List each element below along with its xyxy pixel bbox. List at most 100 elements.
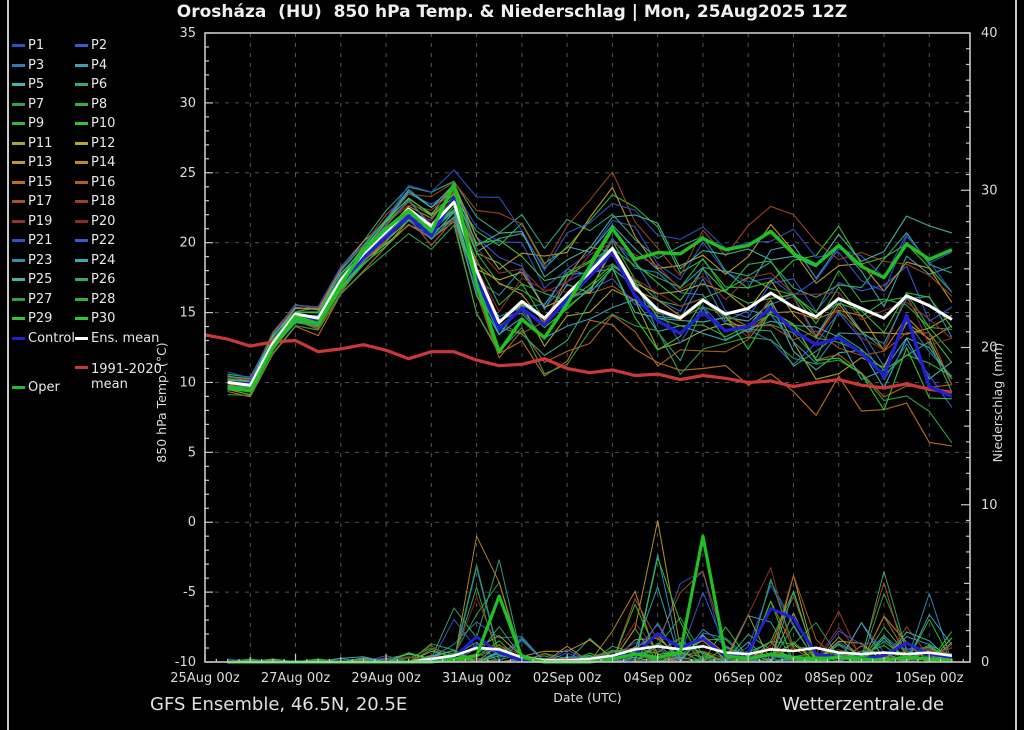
legend-member-label: P27 [28, 291, 53, 307]
legend-item-p7: P7 [12, 95, 75, 115]
legend-member-label: P2 [91, 38, 108, 53]
member-line-swatch [75, 258, 88, 262]
member-line-swatch [12, 83, 25, 86]
legend-item-p4: P4 [75, 56, 165, 76]
legend-item-p29: P29 [12, 309, 75, 329]
member-line-swatch [75, 317, 88, 320]
y-left-tick-label: 35 [179, 26, 196, 41]
legend-item-p3: P3 [12, 56, 75, 76]
member-line-swatch [75, 239, 88, 242]
member-line-swatch [75, 63, 88, 67]
legend-item-control-swatch [12, 336, 25, 340]
legend-member-label: P8 [91, 96, 108, 112]
legend-item-p8: P8 [75, 95, 165, 115]
member-temp-line [227, 194, 953, 384]
legend-item-p1: P1 [12, 36, 75, 56]
y-left-tick-label: -5 [183, 585, 196, 600]
y-left-tick-label: 15 [179, 306, 196, 321]
legend-member-label: P5 [28, 77, 45, 92]
legend-member-label: P18 [91, 194, 116, 209]
y-left-tick-label: 25 [179, 166, 196, 181]
legend-item-p14: P14 [75, 153, 165, 173]
x-tick-label: 25Aug 00z [170, 671, 240, 686]
legend-member-label: P13 [28, 155, 53, 170]
legend-item-p5: P5 [12, 75, 75, 95]
y-left-tick-label: 5 [188, 445, 196, 460]
member-line-swatch [12, 219, 25, 223]
right-frame-line [1015, 0, 1017, 730]
member-temp-line [227, 211, 953, 391]
legend-item-ens-mean-swatch [75, 336, 88, 340]
x-tick-label: 08Sep 00z [804, 671, 873, 686]
y-left-tick-label: 10 [179, 375, 196, 390]
legend-member-label: P24 [91, 252, 116, 268]
member-temp-line [227, 189, 953, 383]
member-line-swatch [75, 83, 88, 86]
legend-clim-label-line1: 1991-2020 [91, 362, 162, 377]
legend-member-label: P15 [28, 174, 53, 190]
legend-item-p2: P2 [75, 36, 165, 56]
legend-item-ens-mean: Ens. mean [75, 329, 165, 349]
legend: P1 P2 P3 P4 P5 P6 P7 P8 P9 P10 P11 P12 P13 P14 P15 P16 P… [12, 36, 165, 395]
member-line-swatch [75, 278, 88, 281]
y-right-tick-label: 0 [981, 655, 989, 670]
oper-precip-line [227, 534, 953, 664]
y-right-tick-label: 20 [981, 341, 998, 356]
member-line-swatch [75, 180, 88, 184]
legend-member-label: P22 [91, 233, 116, 248]
legend-oper-label: Oper [28, 380, 60, 395]
legend-item-p21: P21 [12, 231, 75, 251]
member-precip-line [227, 535, 953, 663]
member-precip-line [227, 575, 952, 663]
legend-member-label: P9 [28, 116, 45, 131]
legend-member-label: P4 [91, 57, 108, 73]
legend-member-label: P6 [91, 77, 108, 92]
legend-member-label: P11 [28, 135, 53, 151]
legend-item-p12: P12 [75, 134, 165, 154]
member-line-swatch [12, 200, 25, 203]
member-line-swatch [75, 122, 88, 125]
member-line-swatch [12, 258, 25, 262]
clim-mean-temp-line [204, 333, 953, 394]
member-line-swatch [75, 141, 88, 145]
legend-member-grid: P1 P2 P3 P4 P5 P6 P7 P8 P9 P10 P11 P12 P13 P14 P15 P16 P… [12, 36, 165, 348]
legend-item-p25: P25 [12, 270, 75, 290]
legend-member-label: P25 [28, 272, 53, 287]
x-tick-label: 04Sep 00z [623, 671, 692, 686]
y-left-axis-title: 850 hPa Temp. (°C) [154, 342, 169, 462]
legend-item-p18: P18 [75, 192, 165, 212]
legend-member-label: P20 [91, 213, 116, 229]
legend-member-label: P12 [91, 135, 116, 151]
y-left-tick-label: -10 [175, 655, 196, 670]
legend-item-p26: P26 [75, 270, 165, 290]
legend-item-p23: P23 [12, 251, 75, 271]
member-line-swatch [75, 161, 88, 164]
legend-member-label: P30 [91, 311, 116, 326]
legend-item-p15: P15 [12, 173, 75, 193]
legend-item-p19: P19 [12, 212, 75, 232]
x-axis-title: Date (UTC) [553, 690, 621, 705]
member-line-swatch [12, 122, 25, 125]
legend-member-label: P29 [28, 311, 53, 326]
member-line-swatch [12, 297, 25, 301]
legend-member-label: P28 [91, 291, 116, 307]
member-temp-line [227, 205, 952, 411]
legend-item-p13: P13 [12, 153, 75, 173]
legend-item-p22: P22 [75, 231, 165, 251]
oper-temp-line [227, 182, 953, 393]
member-line-swatch [75, 219, 88, 223]
legend-member-label: P7 [28, 96, 45, 112]
legend-item-p30: P30 [75, 309, 165, 329]
y-left-tick-label: 30 [179, 96, 196, 111]
legend-item-p24: P24 [75, 251, 165, 271]
legend-item-p27: P27 [12, 290, 75, 310]
footer-site-credit: Wetterzentrale.de [782, 694, 945, 715]
x-tick-label: 29Aug 00z [351, 671, 421, 686]
clim-line-swatch [75, 366, 88, 369]
member-line-swatch [12, 317, 25, 320]
y-right-tick-label: 30 [981, 183, 998, 198]
legend-item-p9: P9 [12, 114, 75, 134]
member-line-swatch [12, 102, 25, 106]
legend-item-p28: P28 [75, 290, 165, 310]
legend-item-p20: P20 [75, 212, 165, 232]
